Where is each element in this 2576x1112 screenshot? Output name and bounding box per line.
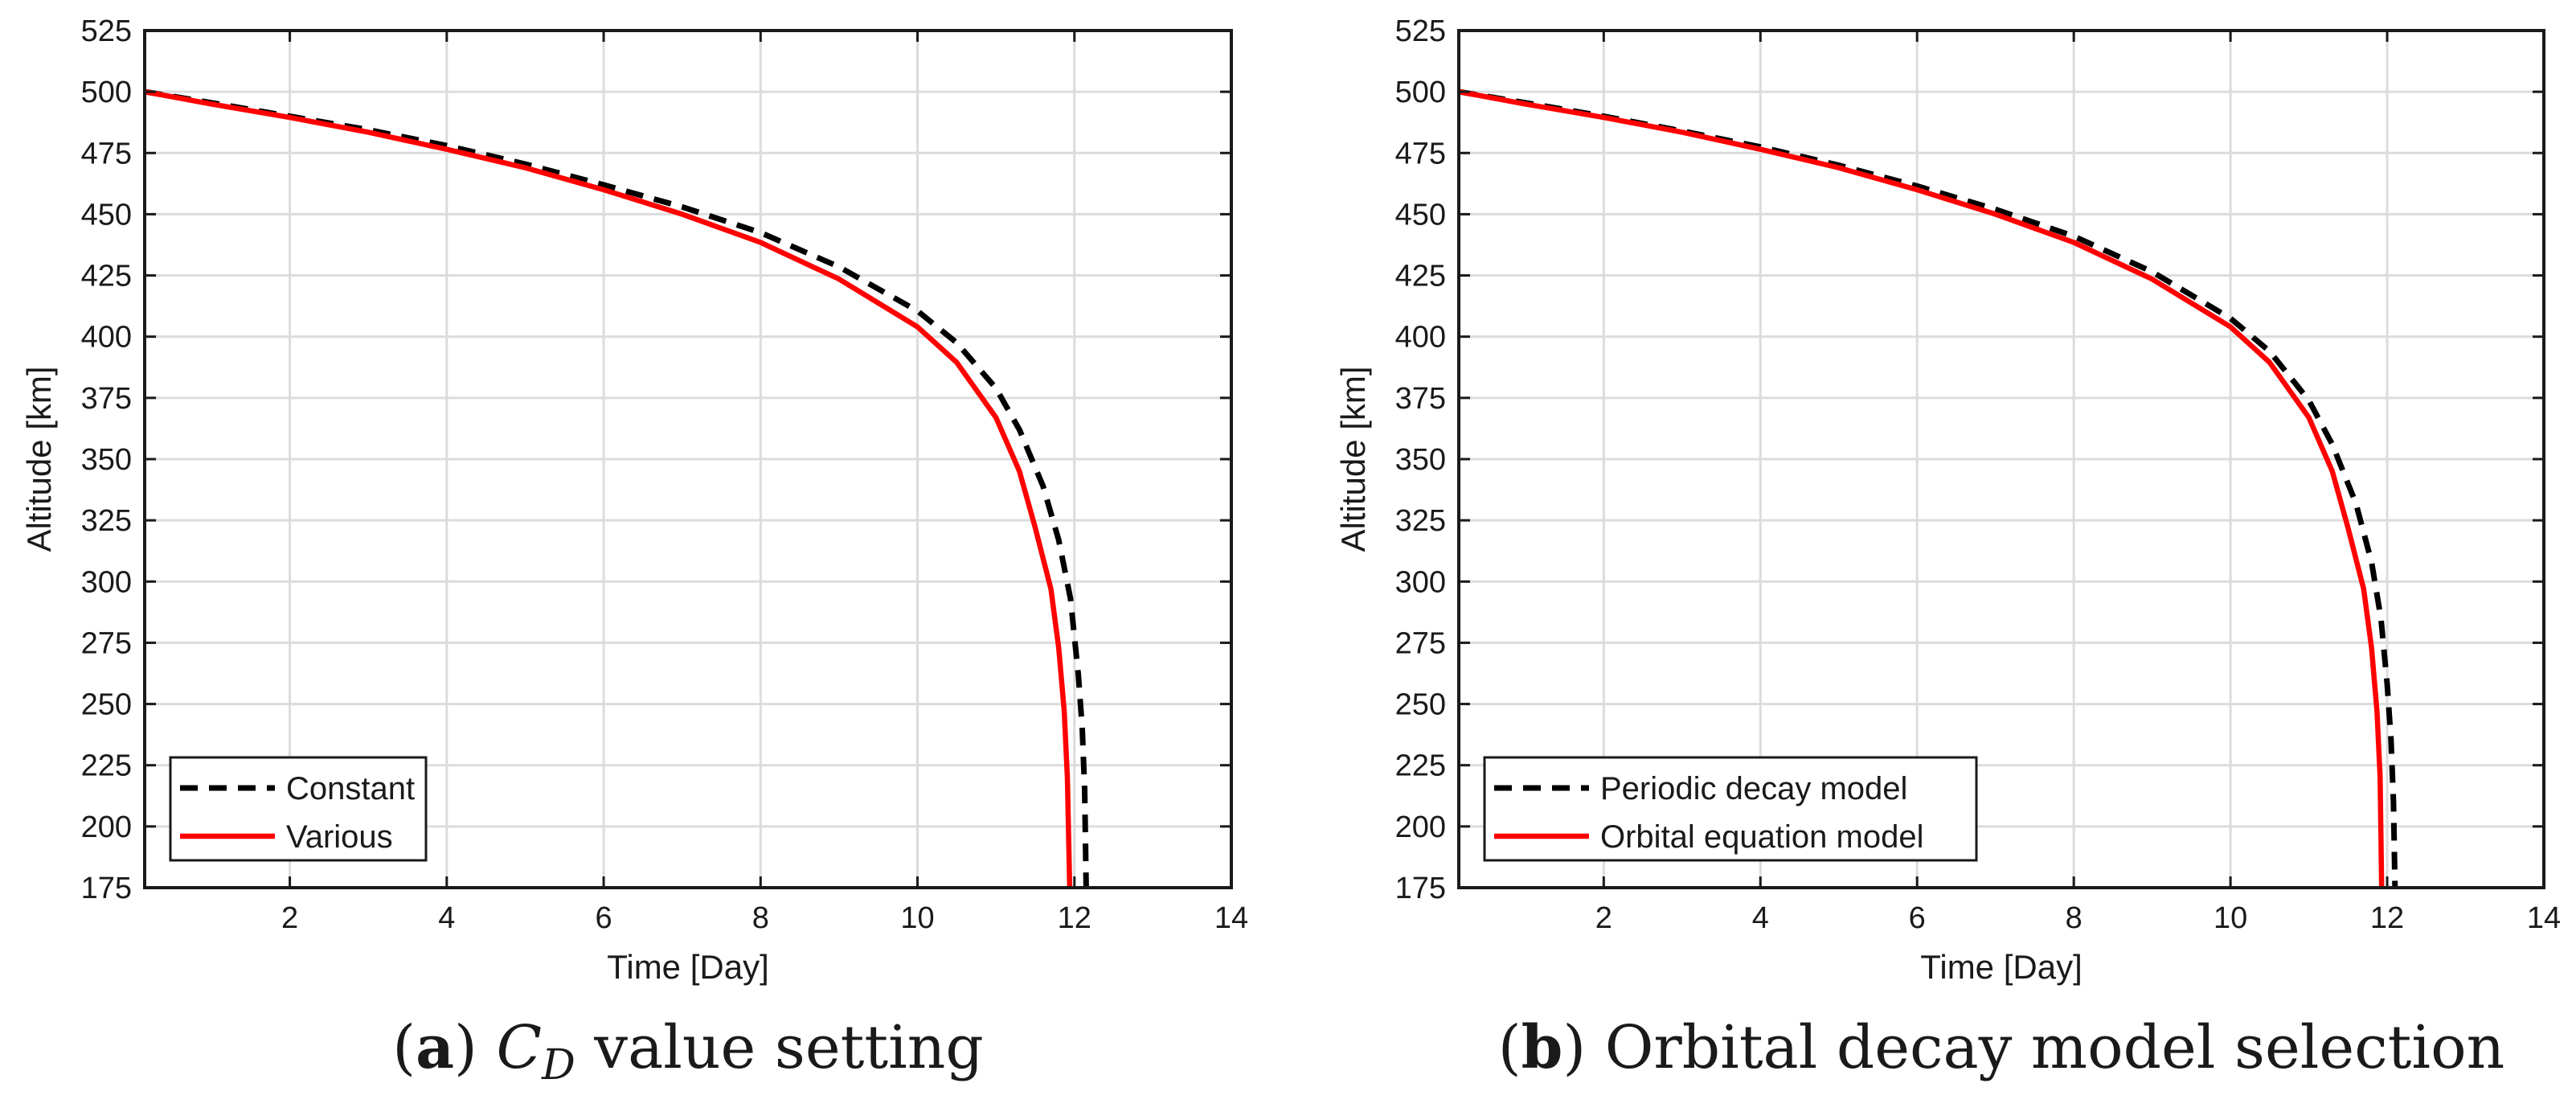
y-tick-label: 400 xyxy=(81,321,132,355)
x-tick-label: 6 xyxy=(595,901,612,935)
y-tick-label: 325 xyxy=(81,504,132,538)
y-tick-label: 450 xyxy=(81,198,132,232)
caption-letter: a xyxy=(416,1013,454,1082)
y-tick-label: 350 xyxy=(81,443,132,477)
x-tick-label: 8 xyxy=(752,901,769,935)
y-tick-label: 475 xyxy=(81,137,132,170)
panel-caption: (a) CD value setting xyxy=(392,1013,984,1089)
y-tick-label: 175 xyxy=(1395,872,1446,905)
series-line-2 xyxy=(144,88,1073,888)
y-tick-label: 525 xyxy=(81,14,132,48)
caption-subscript: D xyxy=(541,1041,575,1089)
y-tick-label: 300 xyxy=(1395,565,1446,599)
x-tick-label: 8 xyxy=(2066,901,2083,935)
x-tick-label: 4 xyxy=(438,901,455,935)
y-tick-label: 200 xyxy=(81,810,132,844)
chart-panel-a: 2 4 6 8 10 12 14 175 200 225 250 275 300 325 350 375 400… xyxy=(20,14,1248,1089)
x-tick-label: 4 xyxy=(1752,901,1769,935)
y-tick-label: 475 xyxy=(1395,137,1446,170)
caption-text: Orbital decay model selection xyxy=(1605,1013,2505,1082)
y-axis-label: Altitude [km] xyxy=(1334,366,1372,552)
series-line-1 xyxy=(144,88,1089,888)
y-tick-label: 425 xyxy=(81,260,132,293)
y-tick-label: 175 xyxy=(81,872,132,905)
caption-open-paren: ( xyxy=(392,1013,416,1082)
y-tick-label: 500 xyxy=(81,76,132,109)
x-tick-label: 2 xyxy=(281,901,298,935)
chart-panel-b: 2 4 6 8 10 12 14 175 200 225 250 275 300 325 350 375 400… xyxy=(1334,14,2561,1082)
y-tick-label: 425 xyxy=(1395,260,1446,293)
y-tick-label: 400 xyxy=(1395,321,1446,355)
caption-letter: b xyxy=(1521,1013,1563,1082)
y-tick-label: 375 xyxy=(81,382,132,416)
legend-label-2: Orbital equation model xyxy=(1600,819,1923,855)
caption-close-paren: ) xyxy=(1562,1013,1604,1082)
y-tick-label: 225 xyxy=(1395,749,1446,783)
y-tick-label: 250 xyxy=(1395,688,1446,722)
y-tick-label: 450 xyxy=(1395,198,1446,232)
series-line-1 xyxy=(1458,88,2398,888)
x-tick-label: 10 xyxy=(2214,901,2247,935)
y-tick-label: 275 xyxy=(81,626,132,660)
legend-box xyxy=(1483,756,1978,862)
y-tick-label: 250 xyxy=(81,688,132,722)
legend-box xyxy=(169,756,428,862)
x-tick-label: 2 xyxy=(1595,901,1612,935)
x-axis-label: Time [Day] xyxy=(607,948,768,986)
series-line-2 xyxy=(1458,88,2385,888)
caption-close-paren: ) xyxy=(454,1013,496,1082)
y-tick-label: 525 xyxy=(1395,14,1446,48)
legend-label-1: Constant xyxy=(286,771,415,806)
x-tick-label: 6 xyxy=(1909,901,1926,935)
x-axis-label: Time [Day] xyxy=(1920,948,2082,986)
legend-label-1: Periodic decay model xyxy=(1600,771,1907,806)
y-tick-label: 500 xyxy=(1395,76,1446,109)
y-tick-label: 325 xyxy=(1395,504,1446,538)
x-tick-label: 14 xyxy=(1214,901,1248,935)
x-tick-label: 14 xyxy=(2527,901,2561,935)
legend-label-2: Various xyxy=(286,819,393,855)
caption-open-paren: ( xyxy=(1498,1013,1521,1082)
y-axis-label: Altitude [km] xyxy=(20,366,58,552)
y-tick-label: 300 xyxy=(81,565,132,599)
y-tick-label: 350 xyxy=(1395,443,1446,477)
x-tick-label: 12 xyxy=(2370,901,2404,935)
y-tick-label: 200 xyxy=(1395,810,1446,844)
caption-rest: value setting xyxy=(575,1013,984,1082)
x-tick-label: 10 xyxy=(900,901,934,935)
caption-text: C xyxy=(496,1013,542,1082)
y-tick-label: 225 xyxy=(81,749,132,783)
y-tick-label: 375 xyxy=(1395,382,1446,416)
x-tick-label: 12 xyxy=(1058,901,1091,935)
panel-caption: (b) Orbital decay model selection xyxy=(1498,1013,2505,1082)
y-tick-label: 275 xyxy=(1395,626,1446,660)
